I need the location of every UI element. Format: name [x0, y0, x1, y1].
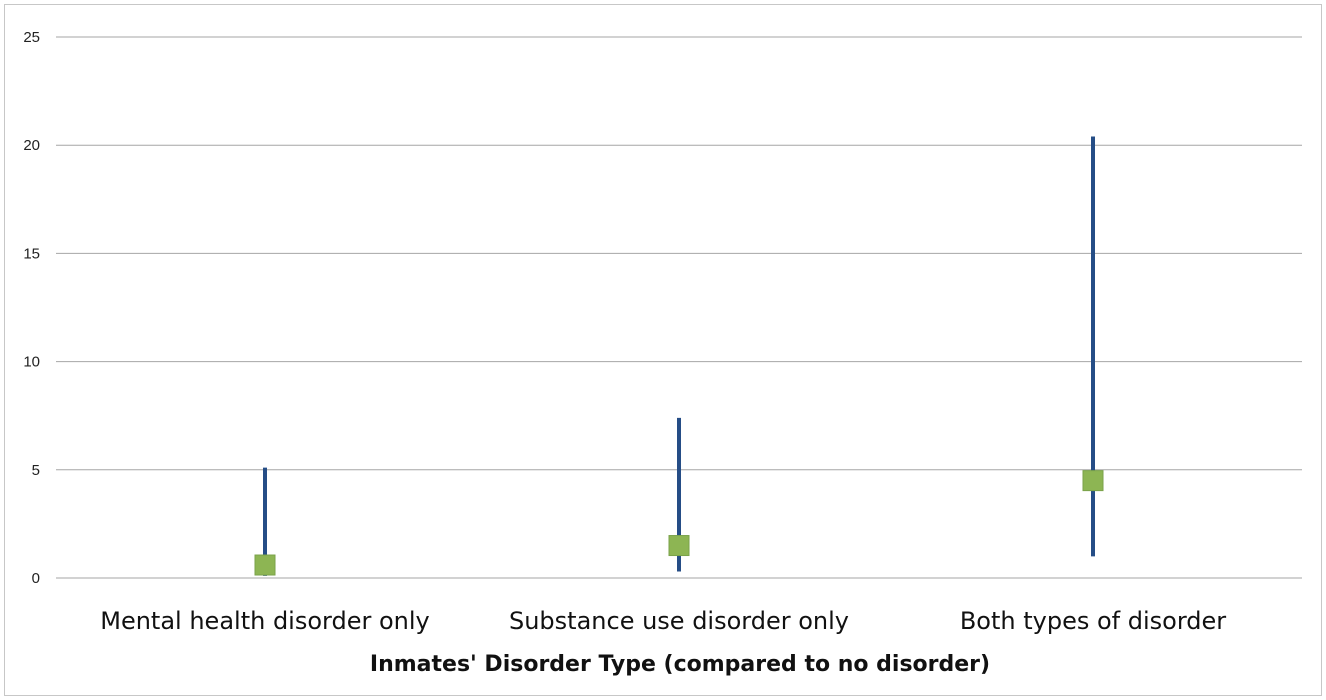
y-tick-label-15: 15 [23, 245, 40, 262]
category-label-3: Both types of disorder [960, 607, 1226, 635]
y-tick-label-5: 5 [32, 462, 40, 479]
point-estimates [254, 470, 1104, 576]
y-tick-labels: 0 5 10 15 20 25 [23, 29, 40, 587]
category-label-2: Substance use disorder only [509, 607, 849, 635]
confidence-intervals [263, 136, 1095, 576]
chart-frame [4, 4, 1322, 696]
y-tick-label-25: 25 [23, 29, 40, 46]
x-axis-title: Inmates' Disorder Type (compared to no d… [370, 652, 990, 677]
y-tick-label-0: 0 [32, 570, 40, 587]
y-tick-label-20: 20 [23, 137, 40, 154]
category-labels: Mental health disorder only Substance use… [100, 607, 1226, 635]
point-estimate-marker-1 [254, 554, 276, 576]
point-estimate-marker-2 [668, 535, 690, 557]
y-tick-label-10: 10 [23, 354, 40, 371]
category-label-1: Mental health disorder only [100, 607, 430, 635]
point-estimate-marker-3 [1082, 470, 1104, 492]
